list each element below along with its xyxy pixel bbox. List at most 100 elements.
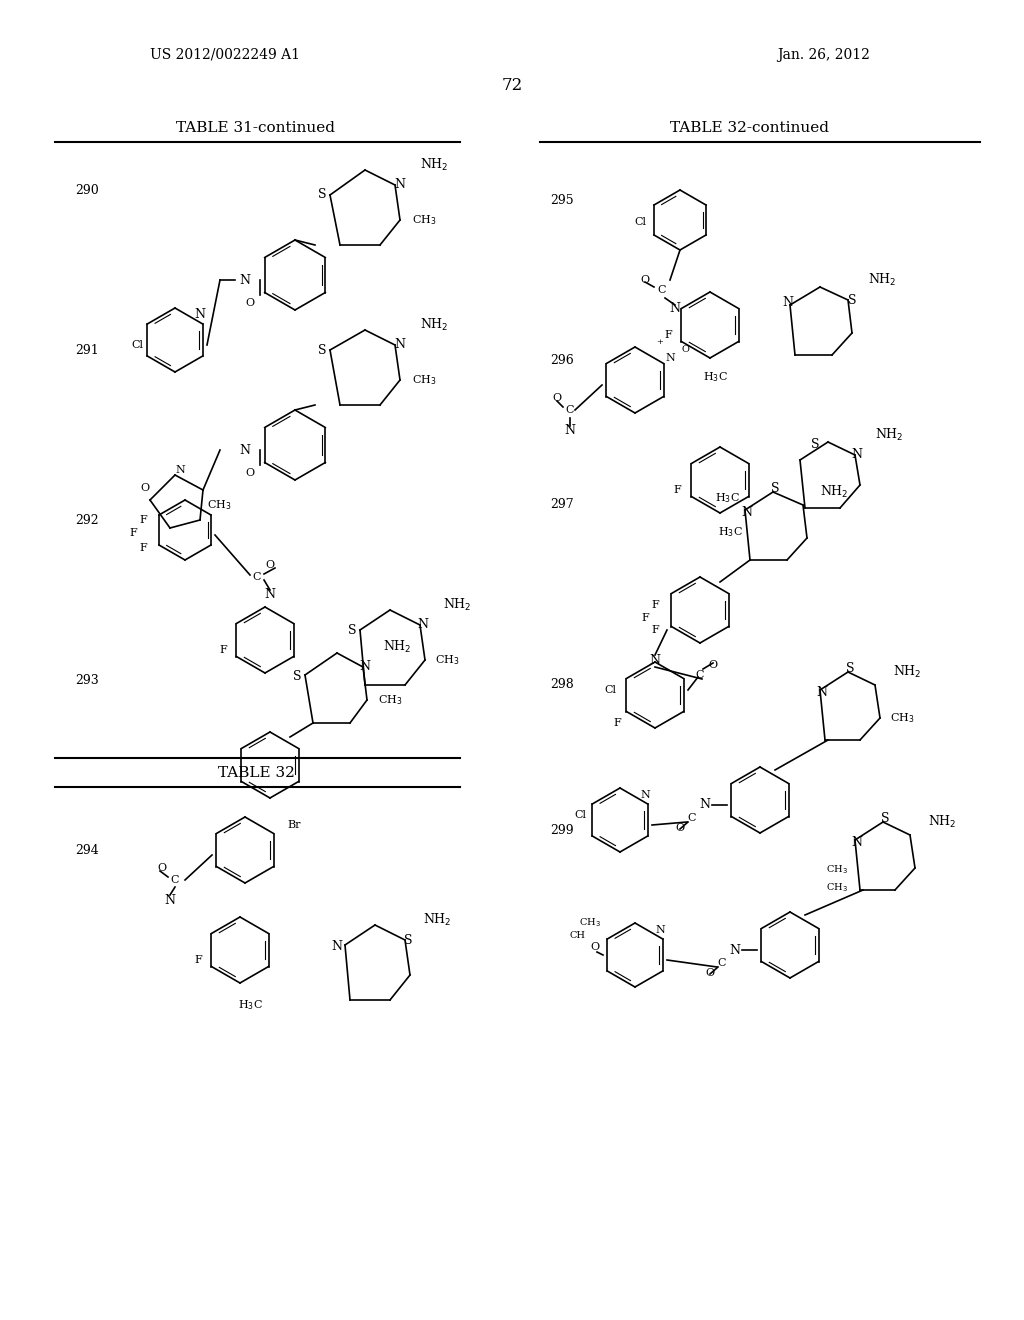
Text: CH$_3$: CH$_3$ bbox=[412, 374, 436, 387]
Text: S: S bbox=[811, 438, 819, 451]
Text: S: S bbox=[403, 933, 413, 946]
Text: NH$_2$: NH$_2$ bbox=[443, 597, 472, 612]
Text: N: N bbox=[640, 789, 650, 800]
Text: O: O bbox=[591, 942, 600, 952]
Text: S: S bbox=[293, 671, 301, 684]
Text: 297: 297 bbox=[550, 499, 573, 511]
Text: CH$_3$: CH$_3$ bbox=[378, 693, 402, 708]
Text: O: O bbox=[709, 660, 718, 671]
Text: NH$_2$: NH$_2$ bbox=[820, 484, 849, 500]
Text: TABLE 31-continued: TABLE 31-continued bbox=[176, 121, 336, 135]
Text: 292: 292 bbox=[75, 513, 98, 527]
Text: F: F bbox=[219, 645, 227, 655]
Text: NH$_2$: NH$_2$ bbox=[928, 814, 956, 830]
Text: C: C bbox=[171, 875, 179, 884]
Text: NH$_2$: NH$_2$ bbox=[423, 912, 452, 928]
Text: Br: Br bbox=[287, 820, 300, 830]
Text: S: S bbox=[771, 482, 779, 495]
Text: 293: 293 bbox=[75, 673, 98, 686]
Text: O: O bbox=[676, 822, 685, 833]
Text: N: N bbox=[564, 424, 575, 437]
Text: N: N bbox=[852, 449, 862, 462]
Text: F: F bbox=[139, 515, 146, 525]
Text: Cl: Cl bbox=[604, 685, 616, 696]
Text: N: N bbox=[359, 660, 371, 673]
Text: NH$_2$: NH$_2$ bbox=[874, 426, 903, 444]
Text: CH$_3$: CH$_3$ bbox=[826, 882, 848, 895]
Text: N: N bbox=[175, 465, 185, 475]
Text: F: F bbox=[129, 528, 137, 539]
Text: C: C bbox=[253, 572, 261, 582]
Text: CH$_3$: CH$_3$ bbox=[412, 213, 436, 227]
Text: CH$_3$: CH$_3$ bbox=[890, 711, 914, 725]
Text: CH: CH bbox=[569, 931, 585, 940]
Text: N: N bbox=[670, 301, 681, 314]
Text: N: N bbox=[264, 589, 275, 602]
Text: O: O bbox=[681, 346, 689, 355]
Text: H$_3$C: H$_3$C bbox=[702, 370, 727, 384]
Text: S: S bbox=[848, 293, 856, 306]
Text: +: + bbox=[656, 338, 664, 346]
Text: H$_3$C: H$_3$C bbox=[238, 998, 262, 1012]
Text: Jan. 26, 2012: Jan. 26, 2012 bbox=[777, 48, 870, 62]
Text: C: C bbox=[718, 958, 726, 968]
Text: S: S bbox=[317, 189, 327, 202]
Text: O: O bbox=[265, 560, 274, 570]
Text: N: N bbox=[418, 619, 428, 631]
Text: H$_3$C: H$_3$C bbox=[718, 525, 742, 539]
Text: C: C bbox=[565, 405, 574, 414]
Text: C: C bbox=[657, 285, 667, 294]
Text: N: N bbox=[240, 273, 251, 286]
Text: F: F bbox=[665, 330, 672, 341]
Text: C: C bbox=[688, 813, 696, 822]
Text: F: F bbox=[641, 612, 649, 623]
Text: O: O bbox=[140, 483, 150, 492]
Text: TABLE 32: TABLE 32 bbox=[217, 766, 295, 780]
Text: O: O bbox=[706, 968, 715, 978]
Text: 296: 296 bbox=[550, 354, 573, 367]
Text: S: S bbox=[348, 623, 356, 636]
Text: F: F bbox=[673, 484, 681, 495]
Text: F: F bbox=[613, 718, 621, 729]
Text: N: N bbox=[699, 799, 711, 812]
Text: 298: 298 bbox=[550, 678, 573, 692]
Text: N: N bbox=[394, 178, 406, 191]
Text: S: S bbox=[881, 812, 889, 825]
Text: N: N bbox=[649, 653, 660, 667]
Text: N: N bbox=[666, 352, 675, 363]
Text: NH$_2$: NH$_2$ bbox=[868, 272, 897, 288]
Text: N: N bbox=[165, 894, 175, 907]
Text: 72: 72 bbox=[502, 77, 522, 94]
Text: N: N bbox=[741, 506, 753, 519]
Text: S: S bbox=[846, 661, 854, 675]
Text: N: N bbox=[332, 940, 342, 953]
Text: N: N bbox=[394, 338, 406, 351]
Text: 295: 295 bbox=[550, 194, 573, 206]
Text: F: F bbox=[195, 954, 202, 965]
Text: O: O bbox=[246, 469, 255, 478]
Text: Cl: Cl bbox=[131, 341, 143, 350]
Text: NH$_2$: NH$_2$ bbox=[420, 157, 449, 173]
Text: 294: 294 bbox=[75, 843, 98, 857]
Text: CH$_3$: CH$_3$ bbox=[435, 653, 460, 667]
Text: CH$_3$: CH$_3$ bbox=[826, 863, 848, 876]
Text: N: N bbox=[195, 309, 206, 322]
Text: N: N bbox=[240, 444, 251, 457]
Text: F: F bbox=[651, 624, 658, 635]
Text: N: N bbox=[729, 944, 740, 957]
Text: NH$_2$: NH$_2$ bbox=[420, 317, 449, 333]
Text: N: N bbox=[782, 296, 794, 309]
Text: O: O bbox=[158, 863, 167, 873]
Text: 299: 299 bbox=[550, 824, 573, 837]
Text: N: N bbox=[852, 836, 862, 849]
Text: Cl: Cl bbox=[634, 216, 646, 227]
Text: TABLE 32-continued: TABLE 32-continued bbox=[671, 121, 829, 135]
Text: S: S bbox=[317, 343, 327, 356]
Text: Cl: Cl bbox=[574, 810, 586, 820]
Text: CH$_3$: CH$_3$ bbox=[580, 916, 601, 929]
Text: O: O bbox=[640, 275, 649, 285]
Text: C: C bbox=[695, 671, 705, 680]
Text: 290: 290 bbox=[75, 183, 98, 197]
Text: H$_3$C: H$_3$C bbox=[715, 491, 739, 504]
Text: 291: 291 bbox=[75, 343, 98, 356]
